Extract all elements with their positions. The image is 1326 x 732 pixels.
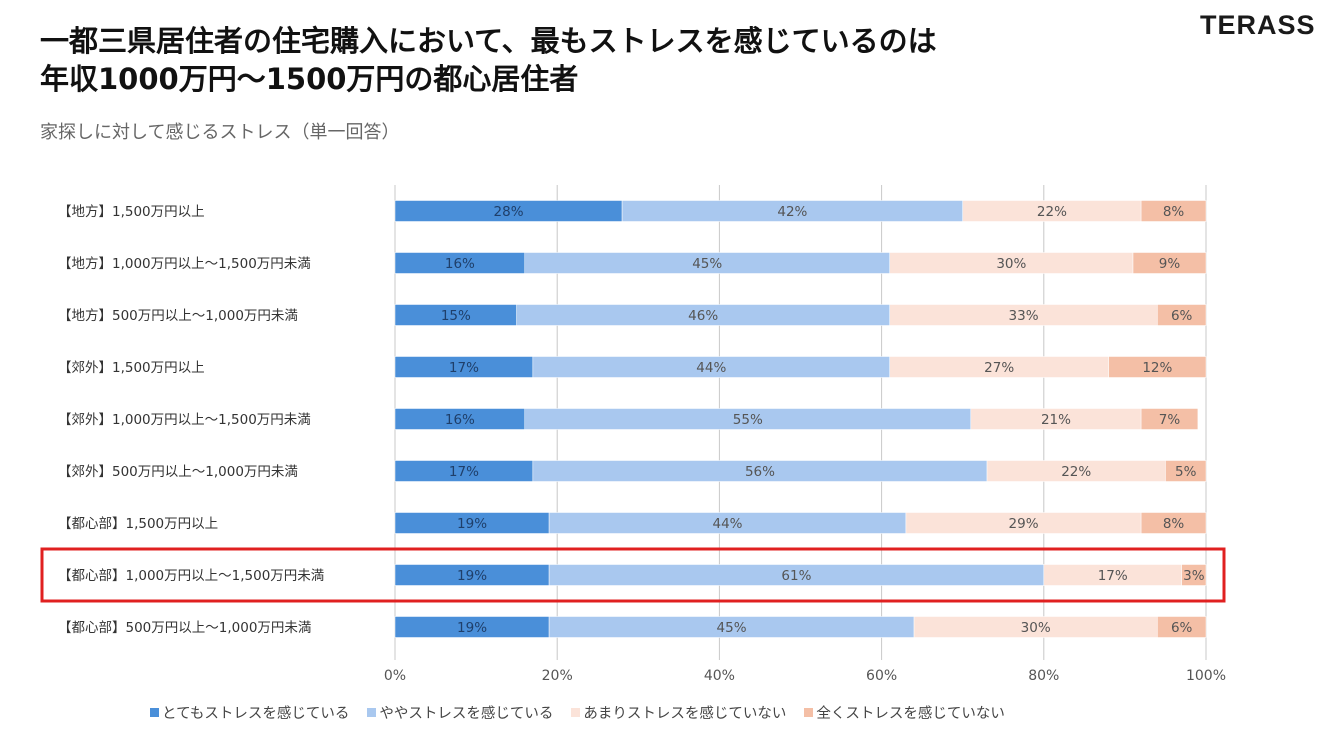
x-tick-label: 40%: [704, 668, 735, 684]
x-tick-label: 60%: [866, 668, 897, 684]
data-label: 19%: [457, 568, 487, 584]
data-label: 12%: [1142, 360, 1172, 376]
data-label: 6%: [1171, 308, 1193, 324]
chart-legend: とてもストレスを感じている ややストレスを感じている あまりストレスを感じていない 全…: [150, 702, 1005, 723]
x-tick-label: 20%: [542, 668, 573, 684]
data-label: 46%: [688, 308, 718, 324]
data-label: 17%: [449, 464, 479, 480]
data-label: 33%: [1009, 308, 1039, 324]
data-label: 56%: [745, 464, 775, 480]
x-tick-label: 80%: [1028, 668, 1059, 684]
highlight-box: [40, 547, 1226, 603]
legend-label: とてもストレスを感じている: [162, 706, 350, 722]
data-label: 28%: [494, 204, 524, 220]
data-label: 22%: [1061, 464, 1091, 480]
category-label: 【地方】500万円以上～1,000万円未満: [58, 308, 298, 324]
legend-label: ややストレスを感じている: [379, 706, 554, 722]
data-label: 8%: [1163, 516, 1185, 532]
data-label: 6%: [1171, 620, 1193, 636]
data-label: 7%: [1159, 412, 1181, 428]
data-label: 17%: [449, 360, 479, 376]
data-label: 22%: [1037, 204, 1067, 220]
legend-swatch: [804, 708, 814, 717]
data-label: 9%: [1159, 256, 1181, 272]
chart-subtitle: 家探しに対して感じるストレス（単一回答）: [40, 122, 400, 143]
data-label: 17%: [1098, 568, 1128, 584]
category-label: 【郊外】1,500万円以上: [58, 359, 205, 376]
data-label: 30%: [1021, 620, 1051, 636]
legend-item: とてもストレスを感じている: [150, 702, 349, 723]
legend-item: 全くストレスを感じていない: [804, 702, 1005, 723]
x-tick-label: 0%: [384, 668, 406, 684]
legend-swatch: [571, 708, 581, 717]
legend-item: ややストレスを感じている: [367, 702, 553, 723]
data-label: 19%: [457, 516, 487, 532]
data-label: 42%: [777, 204, 807, 220]
category-label: 【地方】1,500万円以上: [58, 204, 205, 220]
data-label: 45%: [717, 620, 747, 636]
category-label: 【地方】1,000万円以上～1,500万円未満: [58, 256, 311, 272]
data-label: 61%: [781, 568, 811, 584]
data-label: 44%: [696, 360, 726, 376]
bar-segment: [1140, 200, 1207, 222]
data-label: 3%: [1183, 568, 1205, 584]
bar-segment: [1140, 512, 1207, 534]
data-label: 16%: [445, 256, 475, 272]
page-title: 一都三県居住者の住宅購入において、最もストレスを感じているのは 年収1000万円…: [40, 22, 1170, 98]
title-line-2: 年収1000万円〜1500万円の都心居住者: [40, 62, 579, 96]
category-label: 【都心部】1,000万円以上～1,500万円未満: [58, 568, 324, 584]
category-label: 【都心部】500万円以上～1,000万円未満: [58, 620, 311, 636]
terass-logo: TERASS: [1200, 10, 1316, 40]
data-label: 19%: [457, 620, 487, 636]
category-label: 【都心部】1,500万円以上: [58, 516, 218, 532]
data-label: 16%: [445, 412, 475, 428]
legend-label: あまりストレスを感じていない: [583, 706, 787, 722]
bar-segment: [1157, 616, 1207, 638]
data-label: 29%: [1009, 516, 1039, 532]
data-label: 8%: [1163, 204, 1185, 220]
bar-segment: [1132, 252, 1207, 274]
legend-swatch: [367, 708, 377, 717]
data-label: 45%: [692, 256, 722, 272]
bar-segment: [1108, 356, 1207, 378]
data-label: 44%: [713, 516, 743, 532]
data-label: 21%: [1041, 412, 1071, 428]
legend-item: あまりストレスを感じていない: [571, 702, 786, 723]
data-label: 15%: [441, 308, 471, 324]
title-line-1: 一都三県居住者の住宅購入において、最もストレスを感じているのは: [40, 24, 937, 58]
bar-segment: [1165, 460, 1207, 482]
data-label: 55%: [733, 412, 763, 428]
legend-label: 全くストレスを感じていない: [816, 706, 1005, 722]
category-label: 【郊外】1,000万円以上～1,500万円未満: [58, 411, 311, 428]
category-label: 【郊外】500万円以上～1,000万円未満: [58, 463, 298, 480]
x-tick-label: 100%: [1186, 668, 1226, 684]
stacked-bar-chart: 0% 20% 40% 60% 80% 100% 【地方】1,500万円以上 28% 42% 22%…: [40, 185, 1226, 684]
bar-segment: [1157, 304, 1207, 326]
data-label: 5%: [1175, 464, 1197, 480]
data-label: 27%: [984, 360, 1014, 376]
bar-segment: [1181, 564, 1207, 586]
bar-segment: [1140, 408, 1199, 430]
data-label: 30%: [996, 256, 1026, 272]
legend-swatch: [150, 708, 159, 717]
